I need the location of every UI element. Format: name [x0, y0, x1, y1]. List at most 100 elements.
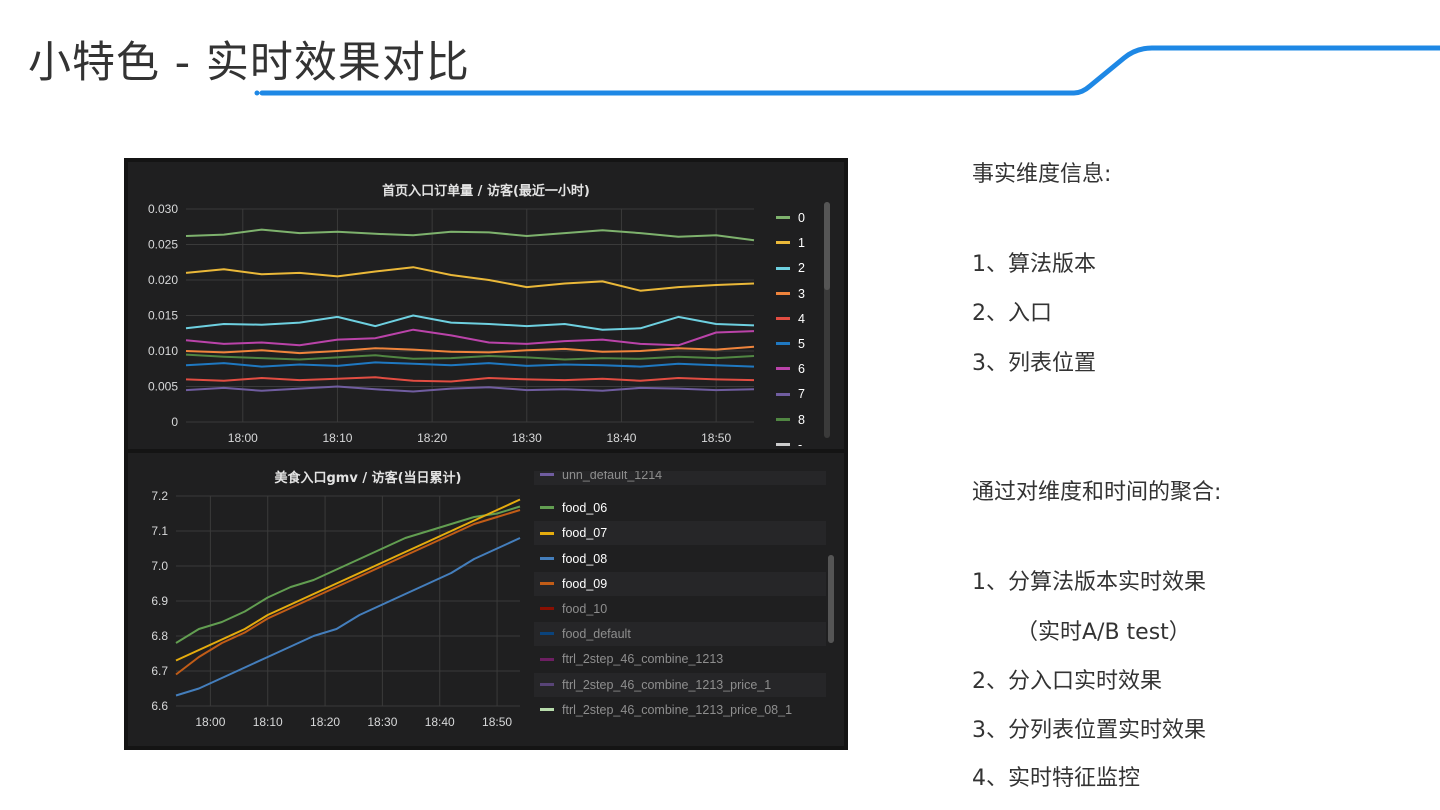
legend-swatch [540, 708, 554, 711]
series-line-4 [185, 376, 755, 383]
chart-panel-gmv-per-visitor: 美食入口gmv / 访客(当日累计) 6.6 6.7 6.8 6.9 7.0 7.1 7.2… [128, 453, 844, 746]
legend-item[interactable]: food_06 [534, 496, 826, 520]
series-line-8 [185, 353, 755, 361]
legend-swatch [776, 241, 790, 245]
x-tick-label: 18:50 [482, 715, 512, 729]
series-line-6 [185, 328, 755, 347]
x-tick-label: 18:50 [701, 431, 731, 445]
legend-swatch [776, 266, 790, 270]
legend-label: food_10 [562, 602, 608, 616]
x-tick-label: 18:20 [310, 715, 340, 729]
y-tick-label: 0.015 [148, 309, 178, 323]
legend-scrollbar[interactable] [824, 202, 830, 438]
legend-item[interactable]: food_10 [534, 597, 826, 621]
legend-item[interactable]: ftrl_2step_46_combine_1213 [534, 647, 826, 671]
legend-swatch [540, 531, 554, 535]
legend-swatch [776, 392, 790, 396]
legend-swatch [540, 607, 554, 611]
legend-label: food_default [562, 627, 631, 642]
facts-heading: 事实维度信息: [972, 162, 1112, 187]
legend-label: 6 [798, 362, 805, 377]
legend-swatch [776, 216, 790, 220]
series-line-3 [185, 345, 755, 355]
series-line-2 [185, 314, 755, 331]
chart-legend: 0 1 2 3 4 5 6 7 8 - [776, 206, 826, 452]
legend-item[interactable]: food_08 [534, 547, 826, 571]
legend-item[interactable]: food_default [534, 622, 826, 647]
legend-swatch [540, 556, 554, 560]
dimension-item: 1、算法版本 [972, 252, 1096, 277]
series-line-1 [185, 266, 755, 292]
legend-item[interactable]: food_07 [534, 521, 826, 546]
legend-item[interactable]: 8 [776, 408, 826, 432]
legend-item[interactable]: 4 [776, 307, 826, 331]
legend-item[interactable]: 2 [776, 256, 826, 280]
series-line-food_06 [175, 505, 521, 644]
legend-label: 4 [798, 311, 805, 326]
line-chart-gmv: 6.6 6.7 6.8 6.9 7.0 7.1 7.2 18:00 18:10 18:20 18:3… [151, 489, 521, 729]
dimension-item: 3、列表位置 [972, 351, 1096, 376]
legend-swatch [776, 443, 790, 446]
y-tick-label: 7.0 [151, 559, 168, 573]
series-line-food_08 [175, 537, 521, 697]
y-tick-label: 0.010 [148, 344, 178, 358]
legend-swatch [776, 317, 790, 320]
aggregation-heading: 通过对维度和时间的聚合: [972, 480, 1222, 505]
legend-swatch [776, 342, 790, 346]
legend-item[interactable]: 6 [776, 357, 826, 381]
legend-scroll-thumb[interactable] [828, 555, 834, 643]
legend-label: 7 [798, 387, 805, 402]
legend-item[interactable]: 0 [776, 206, 826, 230]
aggregation-item: 3、分列表位置实时效果 [972, 718, 1206, 743]
legend-swatch [776, 291, 790, 295]
legend-scroll-thumb[interactable] [824, 202, 830, 290]
chart-title: 首页入口订单量 / 访客(最近一小时) [382, 184, 590, 199]
y-tick-label: 6.6 [151, 699, 168, 713]
legend-item[interactable]: 1 [776, 231, 826, 255]
y-tick-label: 0.005 [148, 380, 178, 394]
y-tick-label: 0.025 [148, 238, 178, 252]
y-tick-label: 7.2 [151, 489, 168, 503]
legend-item[interactable]: unn_default_1214 [534, 471, 826, 485]
legend-swatch [540, 473, 554, 477]
series-line-food_07 [175, 498, 521, 662]
x-tick-label: 18:40 [606, 431, 636, 445]
legend-item[interactable]: 7 [776, 382, 826, 406]
legend-item[interactable]: - [776, 433, 826, 457]
legend-swatch [540, 682, 554, 686]
legend-swatch [540, 582, 554, 585]
underline-stroke [259, 45, 1440, 96]
legend-label: 8 [798, 412, 805, 427]
slide-title: 小特色 - 实时效果对比 [28, 38, 470, 88]
legend-swatch [776, 417, 790, 421]
legend-item[interactable]: 3 [776, 282, 826, 306]
legend-item[interactable]: 5 [776, 332, 826, 356]
legend-label: food_09 [562, 576, 608, 591]
legend-item[interactable]: ftrl_2step_46_combine_1213_price_08_1 [534, 698, 826, 722]
legend-item[interactable]: ftrl_2step_46_combine_1213_price_1 [534, 672, 826, 697]
series-line-7 [185, 385, 755, 393]
series-line-5 [185, 361, 755, 368]
legend-label: 0 [798, 211, 805, 225]
legend-swatch [540, 657, 554, 661]
legend-item[interactable]: food_09 [534, 571, 826, 596]
y-tick-label: 0.030 [148, 202, 178, 216]
dashboard-screenshot: 首页入口订单量 / 访客(最近一小时) 0 0.005 0.010 0.015 0.02… [124, 158, 848, 750]
series-line-food_09 [175, 509, 521, 676]
title-underline [254, 45, 1440, 96]
series-line-0 [185, 228, 755, 242]
x-tick-label: 18:00 [195, 715, 225, 729]
aggregation-item: （实时A/B test） [1016, 620, 1191, 645]
x-tick-label: 18:10 [253, 715, 283, 729]
y-tick-label: 0.020 [148, 273, 178, 287]
facts-panel: 事实维度信息: 1、算法版本 2、入口 3、列表位置 通过对维度和时间的聚合: … [972, 0, 1412, 810]
line-chart-orders: 0 0.005 0.010 0.015 0.020 0.025 0.030 18:00 18:1… [148, 202, 755, 445]
legend-scrollbar[interactable] [828, 555, 834, 643]
legend-label: food_07 [562, 526, 608, 541]
legend-label: food_08 [562, 551, 608, 566]
x-tick-label: 18:10 [322, 431, 352, 445]
y-tick-label: 6.8 [151, 629, 168, 643]
legend-label: 3 [798, 286, 805, 301]
legend-label: unn_default_1214 [562, 471, 663, 482]
